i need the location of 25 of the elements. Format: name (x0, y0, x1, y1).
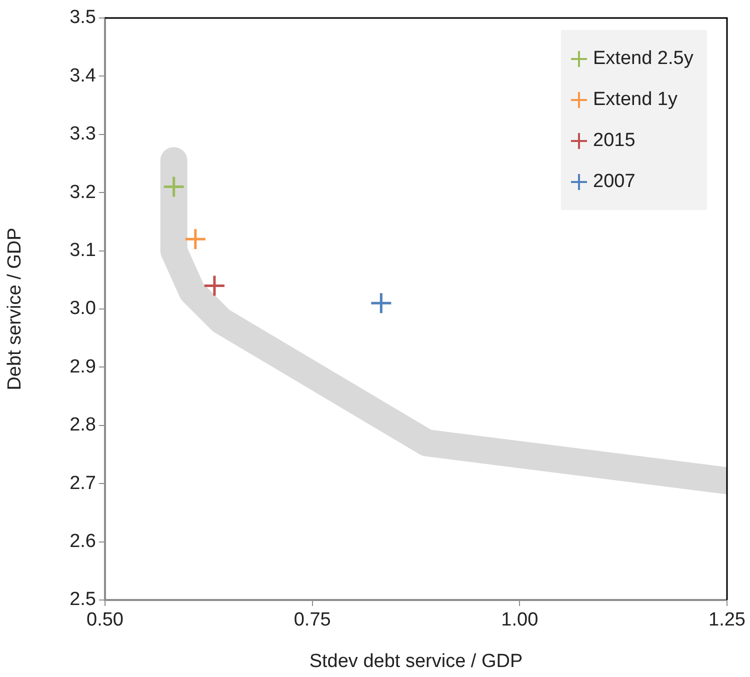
legend-label: 2015 (593, 130, 636, 152)
x-tick-label: 1.25 (708, 610, 746, 631)
y-tick-label: 3.2 (70, 182, 96, 203)
legend-label: 2007 (593, 170, 636, 192)
y-tick-label: 2.9 (70, 356, 96, 378)
y-tick-label: 3.0 (70, 298, 96, 320)
y-tick-label: 2.5 (70, 589, 96, 610)
point (162, 176, 186, 198)
y-tick-label: 2.7 (70, 472, 96, 494)
x-tick-label: 1.00 (501, 610, 538, 631)
legend-label: Extend 1y (593, 88, 678, 110)
y-tick-label: 3.3 (70, 124, 96, 145)
point (370, 292, 392, 314)
x-axis-title: Stdev debt service / GDP (309, 650, 523, 672)
y-axis-title: Debt service / GDP (4, 228, 26, 390)
y-tick-label: 3.4 (70, 65, 96, 86)
x-tick-label: 0.75 (294, 610, 331, 631)
x-tick-label: 0.50 (86, 610, 124, 631)
y-tick-label: 2.6 (70, 531, 96, 552)
point (184, 228, 207, 250)
point (203, 274, 226, 297)
y-tick-label: 3.1 (70, 240, 96, 262)
legend-label: Extend 2.5y (593, 48, 694, 70)
y-tick-label: 2.8 (70, 414, 96, 436)
y-tick-label: 3.5 (70, 7, 96, 28)
